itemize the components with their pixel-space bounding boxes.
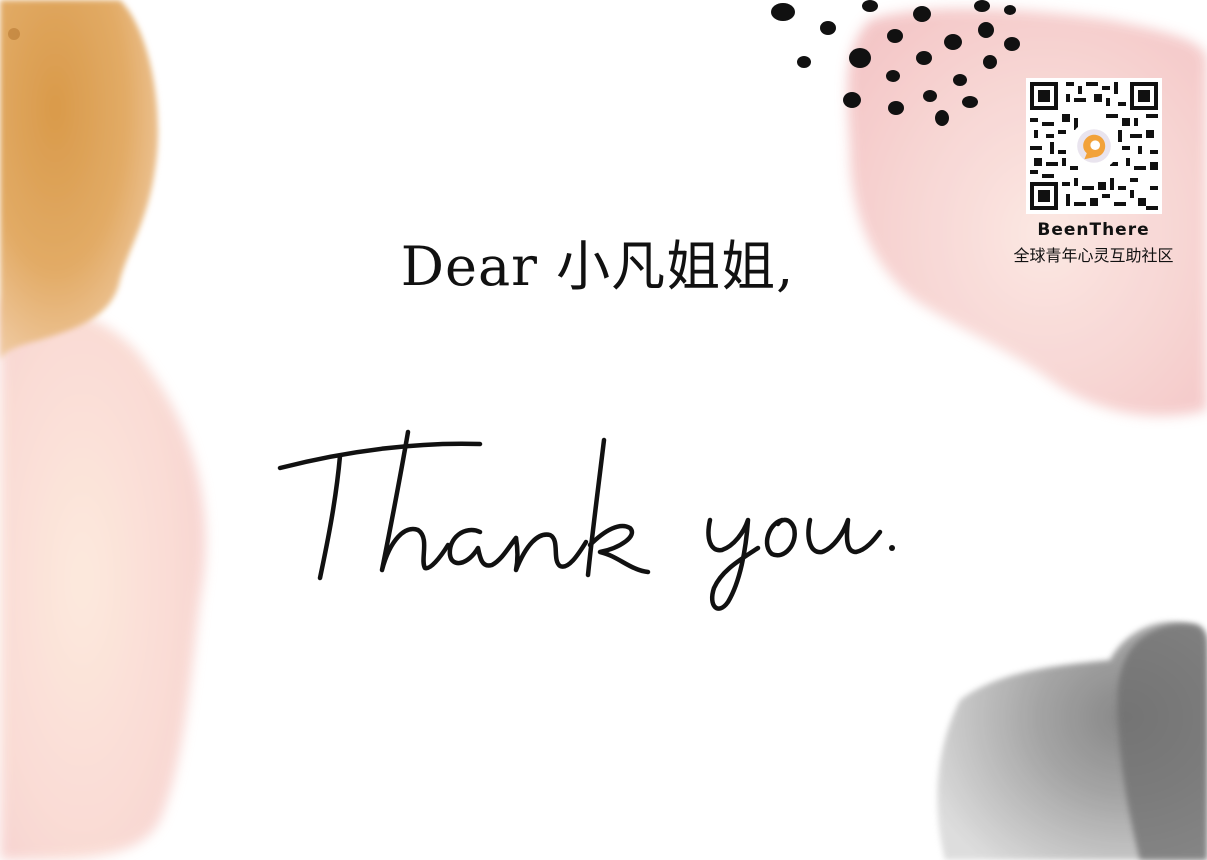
thank-you-text: Thank you. [270,420,275,421]
chat-bubble-logo-icon [1076,129,1111,163]
brand-name: BeenThere [1037,220,1150,240]
greeting-line: Dear 小凡姐姐, [0,222,1207,301]
brand-badge: BeenThere 全球青年心灵互助社区 [980,78,1207,266]
greeting-text: Dear 小凡姐姐, [400,235,795,298]
ochre-speck [8,28,20,40]
gray-watercolor-core [1117,623,1207,860]
thank-you-script: Thank you. [270,420,895,611]
pink-watercolor-blob-left [0,300,206,860]
black-dot-pattern [771,0,1020,126]
ochre-watercolor-blob [0,0,159,360]
qr-code-icon[interactable] [1025,78,1162,214]
brand-tagline: 全球青年心灵互助社区 [1013,246,1174,265]
